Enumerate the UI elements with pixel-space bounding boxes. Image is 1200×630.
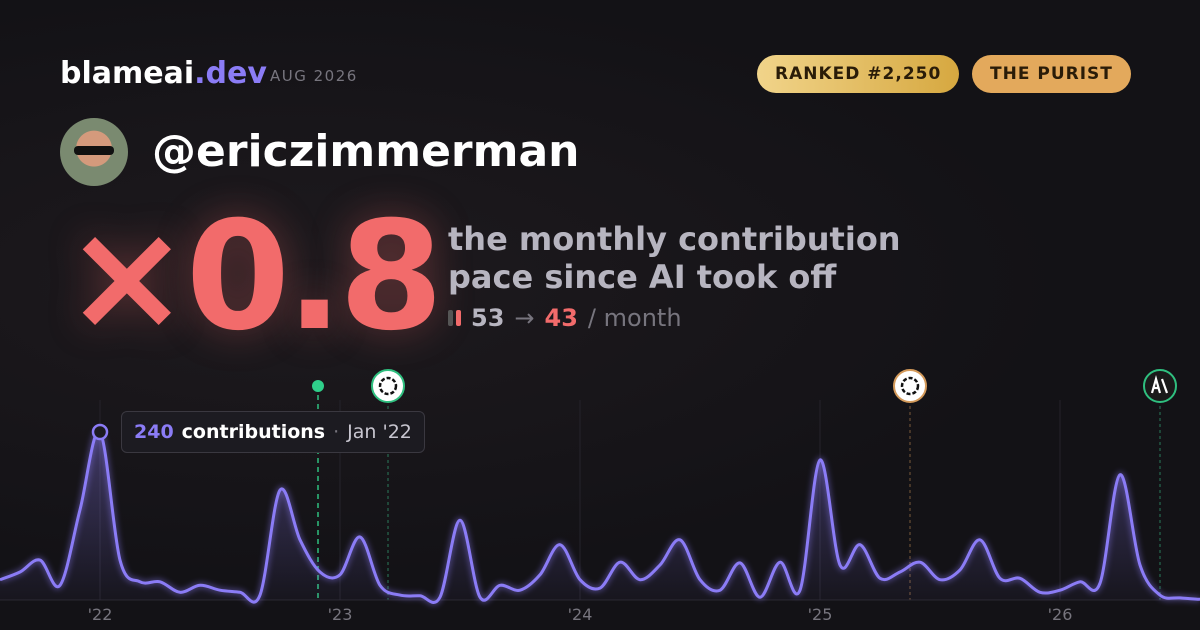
- event-dot: [312, 380, 324, 392]
- area: [0, 431, 1200, 603]
- x-tick-label: '26: [1048, 605, 1073, 624]
- x-tick-label: '25: [808, 605, 833, 624]
- stats-icon: [448, 310, 461, 326]
- multiplier: ×0.8: [64, 190, 443, 364]
- before: 53: [471, 304, 505, 332]
- x-tick-label: '22: [88, 605, 113, 624]
- title-badge: THE PURIST: [972, 55, 1131, 93]
- description-line: the monthly contribution: [448, 220, 901, 258]
- tooltip-value: 240: [134, 421, 174, 443]
- description: the monthly contribution pace since AI to…: [448, 220, 901, 296]
- event-icon: [1143, 369, 1177, 403]
- tooltip: 240 contributions · Jan '22: [121, 411, 425, 453]
- date: AUG 2026: [270, 67, 358, 85]
- x-tick-label: '24: [568, 605, 593, 624]
- highlight-point: [91, 423, 109, 441]
- avatar: [60, 118, 128, 186]
- rank-badge: RANKED #2,250: [757, 55, 960, 93]
- tooltip-date: Jan '22: [347, 421, 412, 443]
- brand-tld: .dev: [194, 56, 267, 91]
- event-icon: [371, 369, 405, 403]
- after: 43: [544, 304, 578, 332]
- brand-name: blameai: [60, 56, 195, 91]
- line: [0, 429, 1200, 604]
- tooltip-sep: ·: [333, 421, 340, 443]
- stats: 53 → 43 / month: [448, 304, 682, 332]
- unit: / month: [587, 304, 682, 332]
- arrow: →: [514, 304, 535, 332]
- brand: blameai.dev: [60, 56, 267, 91]
- tooltip-label: contributions: [181, 421, 326, 443]
- username: @ericzimmerman: [152, 126, 580, 177]
- event-icon: [893, 369, 927, 403]
- description-line: pace since AI took off: [448, 258, 837, 296]
- x-tick-label: '23: [328, 605, 353, 624]
